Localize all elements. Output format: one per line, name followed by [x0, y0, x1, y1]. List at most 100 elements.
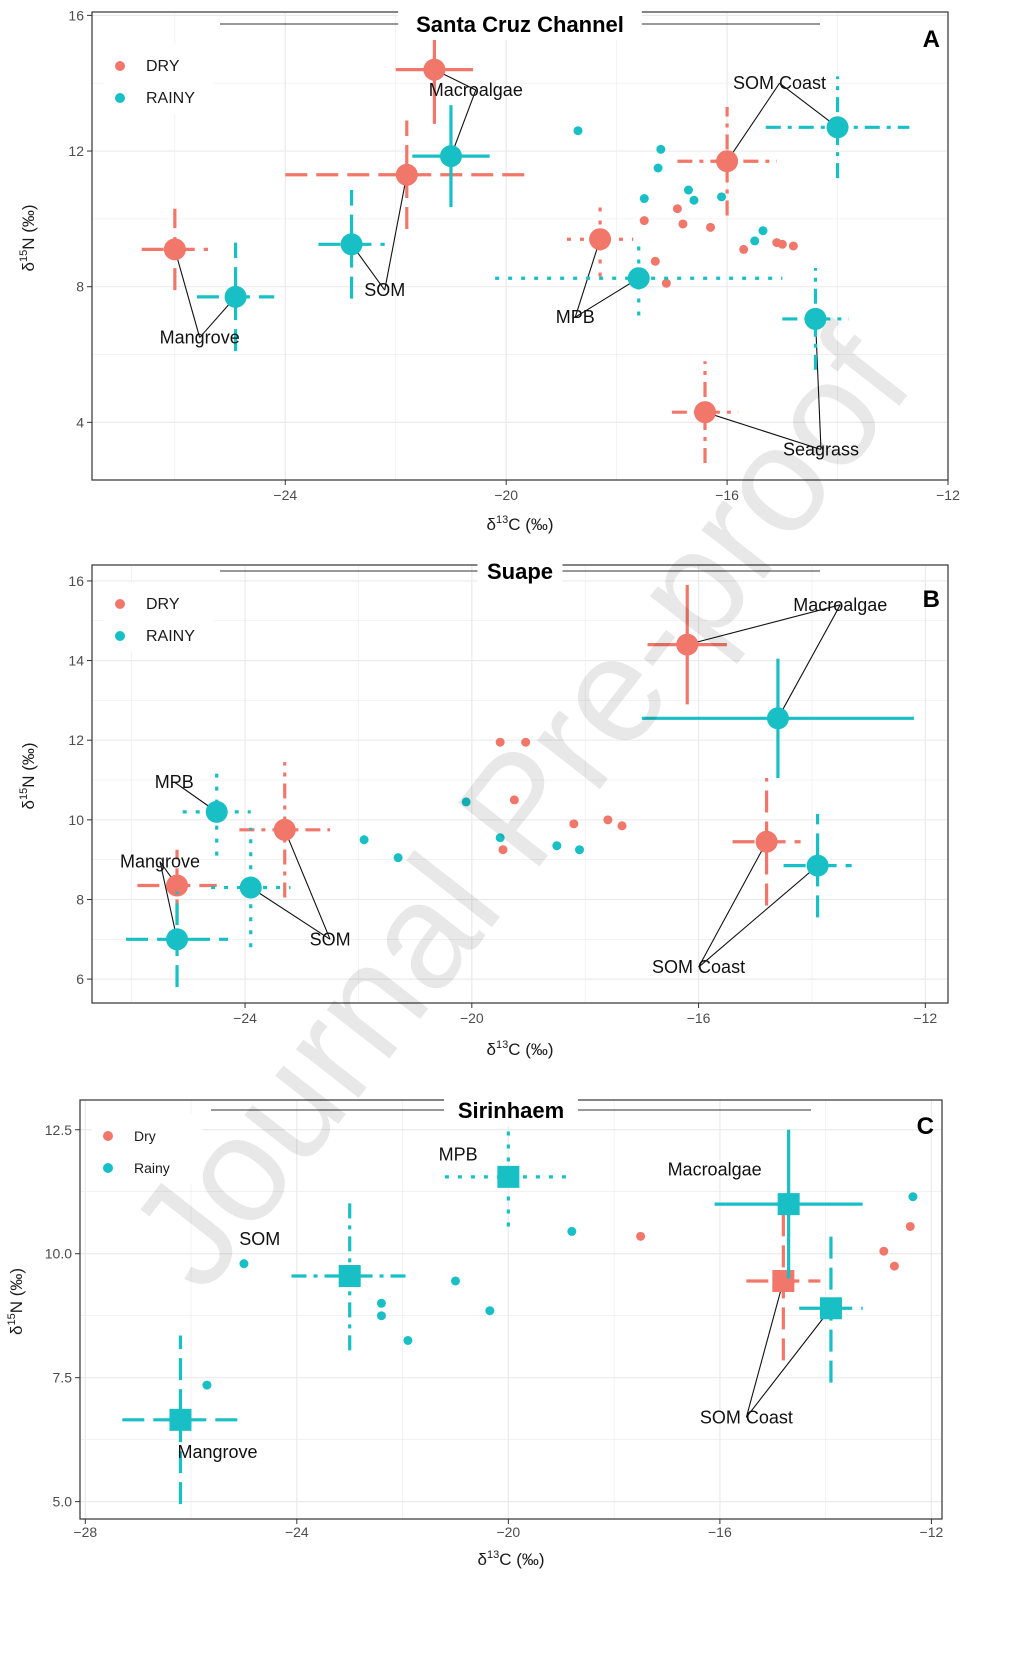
source-mean-rainy — [804, 307, 827, 330]
source-label: Macroalgae — [668, 1159, 762, 1179]
x-tick-label: −20 — [460, 1010, 484, 1026]
y-tick-label: 6 — [76, 971, 84, 987]
consumer-point-dry — [889, 1261, 899, 1271]
x-axis-label-mass: 13 — [496, 1039, 508, 1051]
source-label: MPB — [439, 1145, 478, 1165]
leader-line — [698, 841, 768, 968]
x-axis-label-mass: 13 — [487, 1549, 499, 1561]
legend-key-dry — [115, 599, 125, 609]
panel-title: Sirinhaem — [458, 1098, 564, 1123]
title-bg — [444, 1094, 578, 1126]
panel-label: B — [923, 586, 940, 613]
legend-key-rainy — [103, 1163, 113, 1173]
consumer-point-dry — [617, 821, 627, 831]
source-mean-rainy — [224, 285, 247, 308]
consumer-point-rainy — [359, 835, 369, 845]
x-tick-label: −24 — [285, 1524, 309, 1540]
consumer-point-rainy — [653, 163, 663, 173]
consumer-point-dry — [788, 241, 798, 251]
x-axis-label: δ13C (‰) — [477, 1549, 544, 1569]
source-mean-dry — [755, 830, 778, 853]
consumer-point-rainy — [689, 195, 699, 205]
y-axis-label-text: δ15N (‰) — [6, 1268, 26, 1335]
y-axis-label: δ15N (‰) — [18, 204, 38, 271]
title-bg — [398, 8, 642, 40]
x-tick-label: −20 — [494, 487, 518, 503]
source-mean-rainy — [205, 800, 228, 823]
y-axis-label: δ15N (‰) — [18, 742, 38, 809]
x-tick-label: −16 — [687, 1010, 711, 1026]
consumer-point-dry — [777, 239, 787, 249]
consumer-point-dry — [661, 278, 671, 288]
x-tick-label: −12 — [936, 487, 960, 503]
consumer-point-dry — [495, 737, 505, 747]
leader-line — [384, 174, 408, 291]
consumer-point-dry — [672, 204, 682, 214]
consumer-point-dry — [639, 216, 649, 226]
x-axis-label-delta: δ — [477, 1550, 486, 1569]
x-axis-label-text: δ13C (‰) — [477, 1549, 544, 1569]
source-label: SOM — [364, 280, 405, 300]
legend: DRY RAINY — [104, 582, 214, 652]
x-tick-label: −20 — [496, 1524, 520, 1540]
source-mean-dry — [166, 874, 189, 897]
leader-line — [159, 861, 178, 940]
consumer-point-rainy — [552, 841, 562, 851]
consumer-point-rainy — [485, 1306, 495, 1316]
consumer-point-rainy — [403, 1335, 413, 1345]
source-label: Seagrass — [783, 439, 859, 459]
y-tick-label: 12 — [68, 732, 84, 748]
x-tick-label: −28 — [73, 1524, 97, 1540]
source-label: Macroalgae — [429, 80, 523, 100]
leader-line — [704, 411, 822, 451]
x-axis-label-elem: C (‰) — [508, 1040, 553, 1059]
source-mean-dry — [273, 818, 296, 841]
consumer-point-rainy — [567, 1226, 577, 1236]
x-tick-label: −16 — [708, 1524, 732, 1540]
source-mean-rainy — [439, 145, 462, 168]
x-axis-label-mass: 13 — [496, 514, 508, 526]
legend-label-dry: DRY — [146, 596, 180, 613]
y-axis-label-mass: 15 — [18, 788, 30, 800]
panel-label: C — [917, 1113, 934, 1140]
x-axis-label-elem: C (‰) — [508, 515, 553, 534]
source-mean-dry — [163, 238, 186, 261]
legend-label-rainy: RAINY — [146, 90, 195, 107]
consumer-point-dry — [905, 1221, 915, 1231]
legend: Dry Rainy — [92, 1114, 202, 1184]
legend-label-dry: DRY — [146, 58, 180, 75]
source-mean-rainy — [169, 1408, 192, 1431]
source-mean-rainy — [777, 1193, 800, 1216]
source-mean-rainy — [239, 876, 262, 899]
leader-line — [745, 1307, 832, 1418]
y-axis-label-mass: 15 — [18, 250, 30, 262]
y-axis-label-delta: δ — [19, 800, 38, 809]
panel-title-group: Sirinhaem — [211, 1094, 811, 1126]
consumer-point-rainy — [450, 1276, 460, 1286]
legend-label-rainy: RAINY — [146, 628, 195, 645]
legend: DRY RAINY — [104, 44, 214, 114]
x-tick-label: −12 — [913, 1010, 937, 1026]
source-label: SOM Coast — [733, 73, 826, 93]
source-mean-dry — [395, 163, 418, 186]
source-mean-rainy — [766, 707, 789, 730]
leader-line — [745, 1280, 784, 1418]
consumer-point-rainy — [239, 1259, 249, 1269]
legend-key-dry — [103, 1131, 113, 1141]
consumer-point-dry — [706, 222, 716, 232]
source-label: Mangrove — [160, 328, 240, 348]
leader-line — [174, 249, 201, 338]
consumer-point-rainy — [393, 853, 403, 863]
consumer-point-dry — [498, 845, 508, 855]
consumer-point-dry — [678, 219, 688, 229]
source-label: Mangrove — [120, 852, 200, 872]
legend-label-dry: Dry — [134, 1128, 156, 1144]
panel-title: Suape — [487, 559, 553, 584]
y-axis-label-delta: δ — [19, 262, 38, 271]
y-axis-label-elem: N (‰) — [7, 1268, 26, 1313]
consumer-point-rainy — [683, 185, 693, 195]
y-tick-label: 12 — [68, 143, 84, 159]
leader-line — [687, 604, 841, 646]
